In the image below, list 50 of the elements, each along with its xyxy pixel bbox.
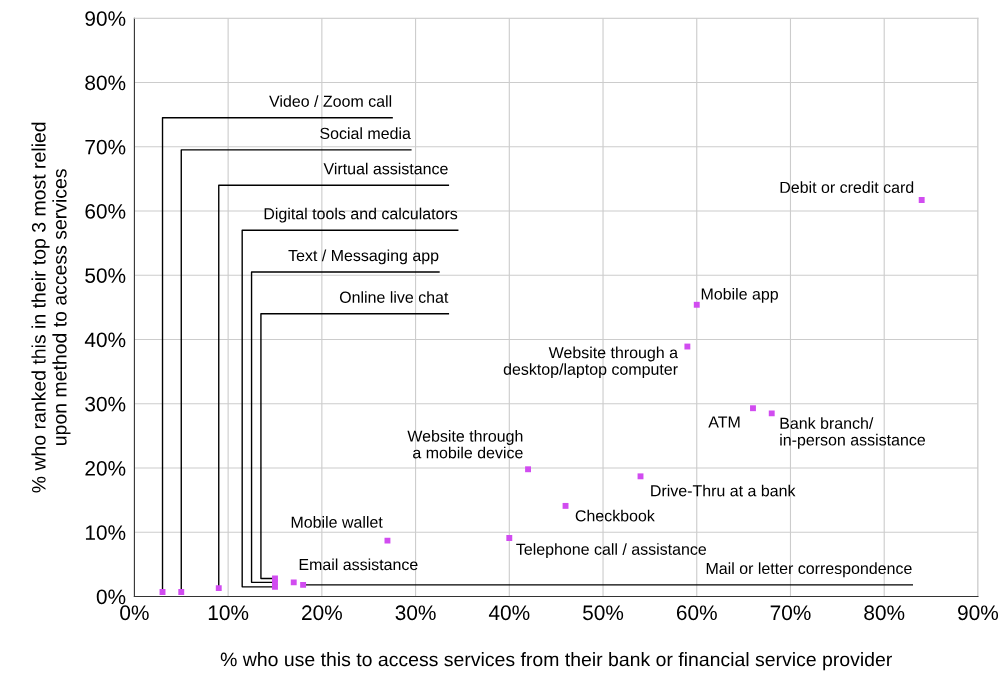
y-tick-label: 90% [85,11,126,26]
annotation: Website through a mobile device [407,430,523,459]
point [525,466,531,473]
x-tick-label: 0% [120,605,149,621]
point [178,589,185,595]
annotation: Website through a desktop/laptop computer [503,346,679,379]
point [290,579,297,586]
y-tick-label: 10% [85,525,126,540]
x-tick-label: 80% [864,605,905,621]
y-tick-label: 50% [85,268,126,283]
annotation: ATM [708,416,740,428]
annotation: Checkbook [575,509,655,522]
y-tick-label: 60% [85,203,126,219]
annotation: Video / Zoom call [269,95,392,107]
annotation: Digital tools and calculators [264,207,458,223]
x-tick-label: 50% [583,605,624,621]
y-tick-label: 20% [85,460,126,476]
annotation: Social media [320,127,411,140]
point [918,197,925,203]
annotation: Mobile app [701,287,778,303]
point [750,405,756,412]
annotation: Text / Messaging app [288,249,439,265]
point [300,581,307,588]
x-tick-label: 90% [958,605,999,621]
point [693,301,700,308]
y-tick-label: 80% [85,75,126,91]
x-tick-label: 30% [395,605,436,621]
x-tick-label: 60% [676,605,717,621]
x-tick-label: 70% [770,605,811,621]
x-tick-label: 40% [488,605,530,621]
y-tick-label: 30% [85,396,126,412]
annotation: Virtual assistance [323,162,448,175]
y-axis-title: % who ranked this in their top 3 most relied upon method to access services [31,122,71,493]
annotation: Debit or credit card [780,181,914,194]
annotation: Telephone call / assistance [516,543,707,559]
point [768,410,775,417]
annotation: Drive-Thru at a bank [651,484,796,497]
annotation: Bank branch/ in-person assistance [780,417,926,449]
y-tick-label: 0% [96,589,126,605]
annotation: Mail or letter correspondence [706,562,912,578]
annotation: Email assistance [299,558,418,571]
x-tick-label: 10% [208,605,249,621]
annotation: Online live chat [339,291,449,303]
y-tick-label: 70% [85,139,126,155]
x-axis-title: % who use this to access services from their bank or financial service provider [220,652,892,671]
annotation: Mobile wallet [291,516,383,528]
y-tick-label: 40% [84,332,126,348]
point [215,585,222,592]
x-tick-label: 20% [302,605,342,621]
point [506,535,513,541]
